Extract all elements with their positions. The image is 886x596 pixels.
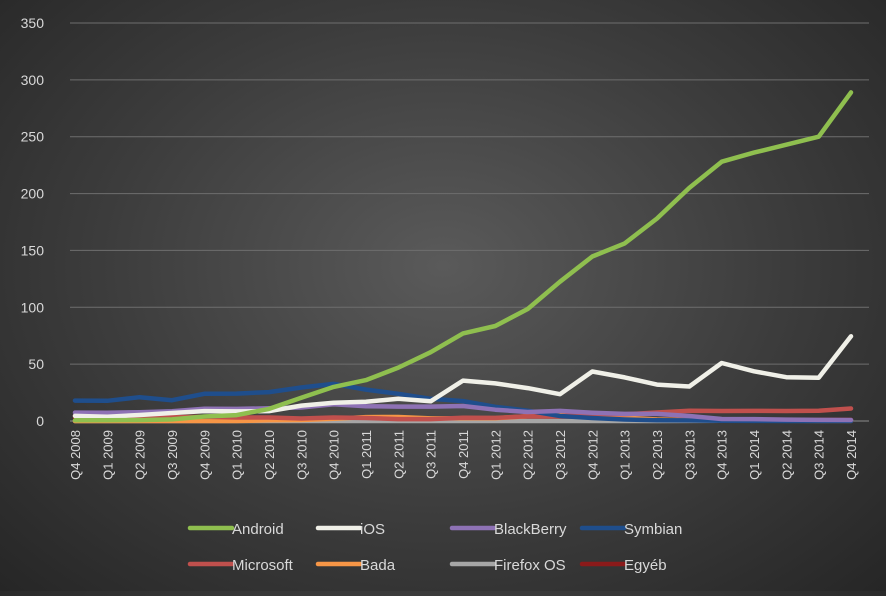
x-tick-label: Q1 2009 [100,430,115,480]
x-tick-label: Q3 2014 [812,430,827,480]
legend-label-egy-b: Egyéb [624,557,667,574]
x-tick-label: Q1 2012 [488,430,503,480]
y-tick-label: 50 [28,356,44,372]
x-tick-label: Q1 2010 [230,430,245,480]
x-tick-label: Q2 2014 [779,430,794,480]
y-tick-label: 0 [36,413,44,429]
x-tick-label: Q4 2010 [327,430,342,480]
legend-label-microsoft: Microsoft [232,557,294,574]
legend-label-blackberry: BlackBerry [494,521,567,538]
series-line-blackberry [72,401,854,423]
y-tick-label: 300 [21,72,45,88]
legend-label-firefox-os: Firefox OS [494,557,566,574]
x-tick-label: Q3 2011 [424,430,439,479]
x-tick-label: Q1 2011 [359,430,374,479]
x-tick-label: Q1 2014 [747,430,762,480]
legend-label-ios: iOS [360,521,385,538]
x-tick-label: Q4 2009 [197,430,212,480]
x-tick-label: Q4 2008 [68,430,83,480]
y-tick-label: 200 [21,186,45,202]
x-tick-label: Q2 2009 [133,430,148,480]
y-tick-label: 350 [21,15,45,31]
x-tick-label: Q2 2010 [262,430,277,480]
x-tick-label: Q2 2012 [521,430,536,480]
x-tick-label: Q2 2011 [391,430,406,479]
y-tick-label: 100 [21,299,45,315]
x-tick-label: Q3 2013 [682,430,697,480]
x-tick-label: Q4 2014 [844,430,859,480]
series-line-ios [72,334,854,419]
series-line-android [72,90,854,423]
x-tick-label: Q2 2013 [650,430,665,480]
legend-label-android: Android [232,521,284,538]
x-tick-label: Q1 2013 [618,430,633,480]
x-tick-label: Q4 2012 [585,430,600,480]
y-tick-label: 250 [21,129,45,145]
x-tick-label: Q4 2011 [456,430,471,479]
x-tick-label: Q3 2009 [165,430,180,480]
legend-label-bada: Bada [360,557,396,574]
y-tick-label: 150 [21,242,45,258]
x-tick-label: Q3 2012 [553,430,568,480]
x-tick-label: Q4 2013 [715,430,730,480]
legend-label-symbian: Symbian [624,521,682,538]
x-tick-label: Q3 2010 [294,430,309,480]
